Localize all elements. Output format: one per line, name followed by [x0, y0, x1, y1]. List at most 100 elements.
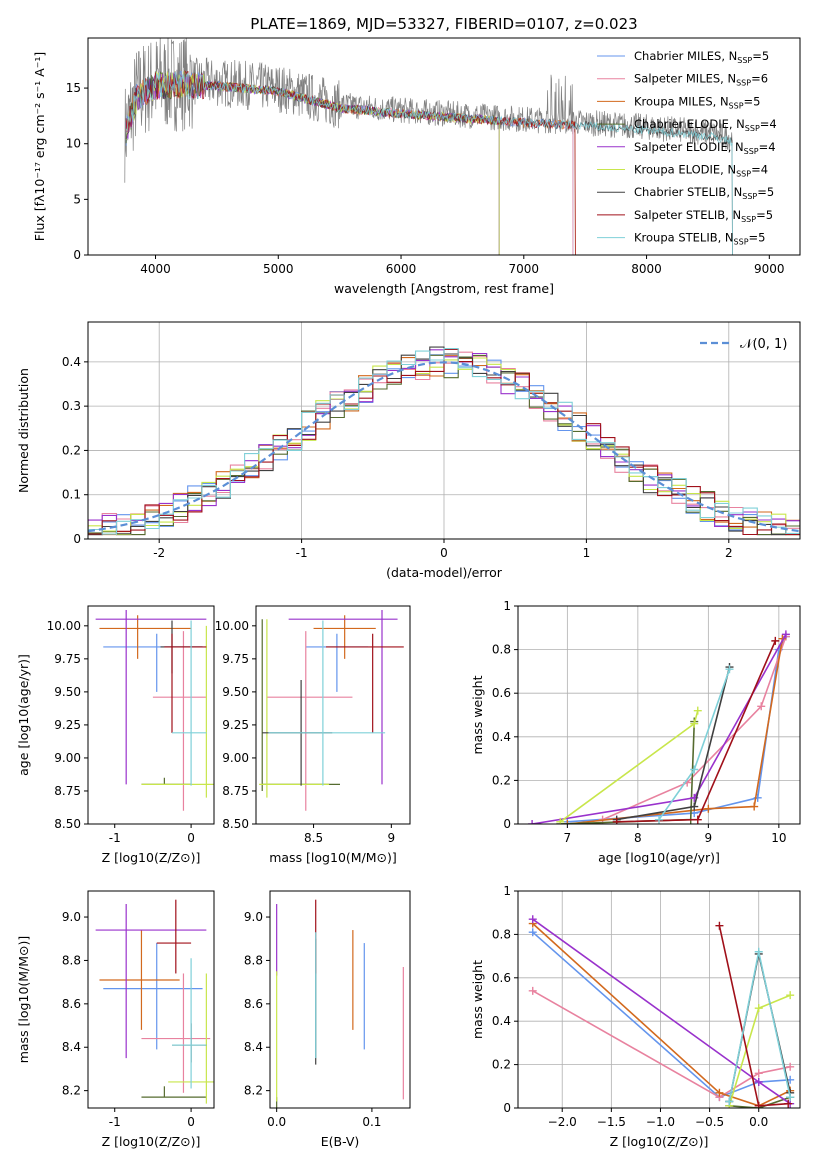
axes-frame: [255, 605, 411, 825]
weight-marker: [528, 820, 537, 824]
y-tick-label: 8.75: [222, 784, 249, 798]
legend-subscript: SSP: [741, 215, 756, 224]
panel-weight-vs-Z: −2.0 −1.5 −1.0 −0.5 0.0 0 0.2 0.4 0.6 0.8 1 Z [log1…: [470, 884, 801, 1149]
y-tick-label: 0.4: [492, 1014, 511, 1028]
y-tick-label: 8.2: [244, 1084, 263, 1098]
x-axis-label: age [log10(age/yr)]: [598, 850, 720, 865]
weight-marker: [528, 915, 537, 924]
y-tick-label: 0.4: [492, 730, 511, 744]
y-tick-label: 0.1: [62, 488, 81, 502]
weight-line: [728, 951, 791, 1102]
axes-frame: [87, 890, 215, 1109]
weight-marker: [528, 928, 537, 937]
y-tick-label: 9.25: [222, 718, 249, 732]
x-tick-label: 9: [388, 831, 396, 845]
errorbars: [259, 609, 404, 811]
weight-marker: [786, 1093, 795, 1102]
x-tick-label: 0: [440, 546, 448, 560]
legend-subscript: SSP: [737, 56, 752, 65]
weight-lines: [528, 915, 795, 1108]
y-tick-label: 8.2: [62, 1084, 81, 1098]
weight-line: [616, 666, 731, 821]
panel-age-vs-mass: 8.5 9 8.50 8.75 9.00 9.25 9.50 9.75 10.00 mass [l…: [215, 605, 411, 865]
x-tick-label: 4000: [140, 262, 171, 276]
y-axis-label: mass weight: [470, 960, 485, 1039]
panel-weight-vs-age: 7 8 9 10 0 0.2 0.4 0.6 0.8 1 age [log10(age/yr)] ma…: [470, 599, 801, 865]
y-axis-label: age [log10(age/yr)]: [16, 654, 31, 776]
weight-marker: [612, 817, 621, 824]
legend-label: Salpeter ELODIE, NSSP=4: [634, 140, 776, 156]
x-axis-label: mass [log10(M/M⊙)]: [269, 850, 397, 865]
x-tick-label: −1.5: [597, 1115, 626, 1129]
legend-subscript: SSP: [734, 238, 749, 247]
legend-label: Chabrier STELIB, NSSP=5: [634, 185, 774, 201]
legend-nssp: =4: [759, 140, 776, 154]
weight-marker: [757, 702, 766, 711]
y-tick-label: 0.2: [492, 1058, 511, 1072]
y-tick-label: 10.00: [215, 619, 249, 633]
weight-line: [728, 953, 791, 1102]
x-tick-label: 7000: [509, 262, 540, 276]
weight-marker: [690, 802, 699, 811]
y-tick-label: 0.2: [492, 773, 511, 787]
y-tick-label: 8.6: [62, 997, 81, 1011]
model-spectrum: [125, 71, 733, 255]
x-tick-label: 10: [771, 831, 786, 845]
weight-marker: [693, 706, 702, 715]
panel-age-vs-Z: -1 0 8.50 8.75 9.00 9.25 9.50 9.75 10.00 Z [log10…: [16, 605, 215, 865]
weight-marker: [556, 817, 565, 824]
errorbars: [95, 899, 214, 1104]
y-tick-label: 9.25: [54, 718, 81, 732]
weight-marker: [754, 1004, 763, 1013]
axes-frame: [517, 605, 801, 825]
y-axis-label: mass weight: [470, 675, 485, 754]
x-tick-label: −0.5: [695, 1115, 724, 1129]
legend-label: Kroupa MILES, NSSP=5: [634, 94, 760, 110]
x-axis-label: E(B-V): [321, 1134, 360, 1149]
legend-subscript: SSP: [736, 170, 751, 179]
legend-subscript: SSP: [744, 147, 759, 156]
weight-marker: [725, 1097, 734, 1106]
x-axis-label: Z [log10(Z/Z⊙)]: [102, 850, 201, 865]
y-tick-label: 8.4: [244, 1040, 263, 1054]
x-tick-label: -1: [109, 831, 121, 845]
legend-nssp: =5: [757, 185, 774, 199]
weight-marker: [754, 1077, 763, 1086]
x-tick-label: 6000: [386, 262, 417, 276]
y-tick-label: 0.6: [492, 971, 511, 985]
y-tick-label: 9.00: [54, 751, 81, 765]
legend-label: Salpeter MILES, NSSP=6: [634, 72, 768, 88]
y-tick-label: 0.2: [62, 443, 81, 457]
weight-marker: [771, 636, 780, 645]
weight-marker: [754, 947, 763, 956]
x-tick-label: 2: [725, 546, 733, 560]
model-spectrum: [125, 72, 574, 255]
weight-marker: [563, 820, 572, 824]
panel-residual-hist: -2 -1 0 1 2 0 0.1 0.2 0.3 0.4 (data-model)/error No…: [16, 321, 801, 580]
legend-nssp: =6: [751, 72, 768, 86]
y-tick-label: 15: [66, 81, 81, 95]
y-tick-label: 0: [503, 817, 511, 831]
legend-nssp: =4: [760, 117, 777, 131]
weight-marker: [750, 802, 759, 811]
weight-marker: [693, 815, 702, 824]
y-tick-label: 8.50: [54, 817, 81, 831]
x-tick-label: 0: [187, 831, 195, 845]
weight-marker: [754, 1069, 763, 1078]
y-axis-label: Flux [fλ10⁻¹⁷ erg cm⁻² s⁻¹ A⁻¹]: [32, 52, 47, 241]
legend-subscript: SSP: [745, 124, 760, 133]
x-tick-label: -2: [153, 546, 165, 560]
y-tick-label: 9.75: [222, 652, 249, 666]
legend-nssp: =4: [751, 163, 768, 177]
legend-label: Chabrier ELODIE, NSSP=4: [634, 117, 777, 133]
legend-subscript: SSP: [742, 192, 757, 201]
x-tick-label: 0.0: [267, 1115, 286, 1129]
weight-marker: [715, 921, 724, 930]
axes-frame: [87, 321, 801, 540]
y-tick-label: 8.8: [62, 953, 81, 967]
x-axis-label: Z [log10(Z/Z⊙)]: [610, 1134, 709, 1149]
errorbars: [95, 609, 214, 811]
legend-label: Salpeter STELIB, NSSP=5: [634, 208, 773, 224]
normal-curve: [88, 361, 800, 533]
weight-line: [559, 710, 699, 823]
